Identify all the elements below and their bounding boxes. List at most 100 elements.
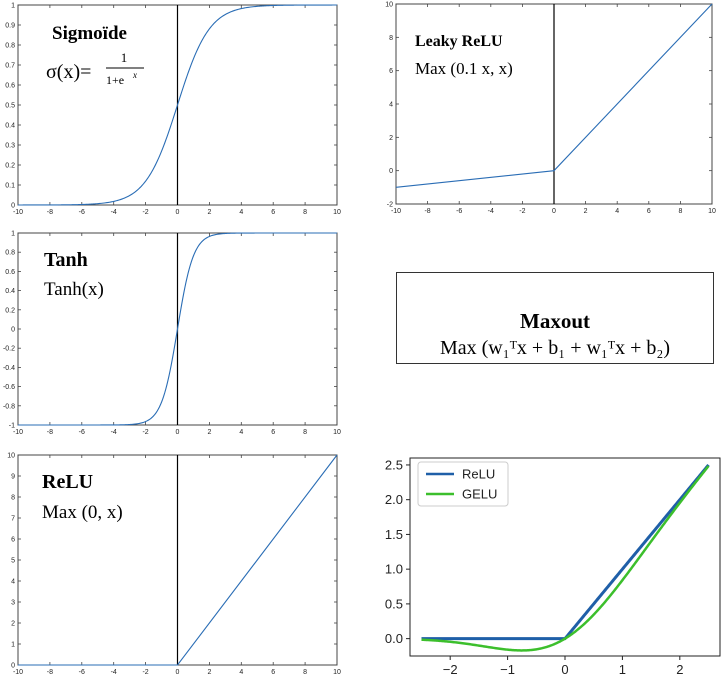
x-tick-label: -8 <box>47 669 53 676</box>
x-tick-label: 2 <box>207 209 211 216</box>
maxout-formula: Max (w₁ᵀx + b₁ + w₁ᵀx + b₂) <box>439 337 671 359</box>
x-tick-label: 6 <box>647 208 651 215</box>
leaky-formula: Max (0.1 x, x) <box>415 59 513 78</box>
x-tick-label: 0 <box>176 429 180 436</box>
maxout-box: Maxout Max (w₁ᵀx + b₁ + w₁ᵀx + b₂) <box>396 272 714 364</box>
x-tick-label: 8 <box>303 209 307 216</box>
y-tick-label: 0 <box>11 663 15 670</box>
y-tick-label: 2 <box>389 135 393 142</box>
relu-curve <box>18 454 338 666</box>
leaky-title: Leaky ReLU <box>415 33 503 50</box>
y-tick-label: 0.2 <box>5 163 15 170</box>
x-tick-label: -6 <box>79 429 85 436</box>
x-tick-label: −1 <box>500 662 515 677</box>
y-tick-label: 2.5 <box>385 457 403 472</box>
x-tick-label: -2 <box>142 209 148 216</box>
y-tick-label: 0.5 <box>385 596 403 611</box>
y-tick-label: 0.4 <box>5 288 15 295</box>
x-tick-label: 8 <box>303 429 307 436</box>
x-tick-label: -4 <box>111 429 117 436</box>
sigmoid-formula-prefix: σ(x)= <box>46 61 91 83</box>
tanh-title: Tanh <box>44 249 88 271</box>
x-tick-label: 2 <box>207 429 211 436</box>
tanh-chart: -10 -8 -6 -4 -2 0 2 4 6 8 10 -1 -0.8 -0.6 -0.4 -0.2 0 0.2… <box>3 231 341 437</box>
y-tick-label: 1.0 <box>385 562 403 577</box>
leaky-relu-chart: -10 -8 -6 -4 -2 0 2 4 6 8 10 -2 0 2 4 6 8 10 Leaky ReLU Max… <box>385 2 716 216</box>
x-tick-label: 4 <box>615 208 619 215</box>
x-tick-label: 6 <box>271 669 275 676</box>
x-tick-label: -2 <box>519 208 525 215</box>
x-tick-label: -6 <box>79 669 85 676</box>
legend: ReLU GELU <box>417 461 509 507</box>
y-tick-label: 7 <box>11 516 15 523</box>
tanh-curve <box>18 232 337 426</box>
legend-label-relu: ReLU <box>462 467 495 482</box>
x-tick-label: -10 <box>13 429 23 436</box>
x-tick-label: -8 <box>47 429 53 436</box>
relu-formula: Max (0, x) <box>42 502 123 523</box>
x-tick-label: 0 <box>176 669 180 676</box>
y-tick-label: 0.5 <box>5 103 15 110</box>
y-tick-label: 10 <box>7 453 15 460</box>
y-tick-label: 6 <box>389 68 393 75</box>
x-tick-label: -6 <box>456 208 462 215</box>
leaky-curve <box>395 3 713 188</box>
tanh-formula: Tanh(x) <box>44 279 104 300</box>
sigmoid-title: Sigmoïde <box>52 23 127 44</box>
x-tick-label: 4 <box>239 669 243 676</box>
x-tick-label: -4 <box>111 209 117 216</box>
sigmoid-formula-exponent: x <box>132 70 137 80</box>
y-tick-label: 10 <box>385 2 393 9</box>
x-tick-label: 2 <box>584 208 588 215</box>
x-tick-label: -8 <box>424 208 430 215</box>
y-tick-label: 0 <box>389 168 393 175</box>
y-tick-label: 0.1 <box>5 183 15 190</box>
y-tick-label: 0 <box>11 203 15 210</box>
y-tick-label: 0.4 <box>5 123 15 130</box>
x-tick-label: -2 <box>142 669 148 676</box>
relu-chart: -10 -8 -6 -4 -2 0 2 4 6 8 10 0 1 2 3 4 5 6 7 8 9 10 ReLU Max (0… <box>7 453 341 677</box>
x-tick-label: 10 <box>333 209 341 216</box>
sigmoid-chart: -10 -8 -6 -4 -2 0 2 4 6 8 10 0 0.1 0.2 0.3 0.4 0.5 0.6 0.7… <box>5 3 341 217</box>
x-tick-label: 0 <box>552 208 556 215</box>
x-tick-label: -4 <box>488 208 494 215</box>
y-tick-label: 3 <box>11 600 15 607</box>
maxout-title: Maxout <box>520 309 590 333</box>
y-tick-label: 0.3 <box>5 143 15 150</box>
x-tick-label: -2 <box>142 429 148 436</box>
x-tick-label: 4 <box>239 209 243 216</box>
x-tick-label: -4 <box>111 669 117 676</box>
y-tick-label: 0.6 <box>5 83 15 90</box>
y-tick-label: 5 <box>11 558 15 565</box>
x-tick-label: 2 <box>207 669 211 676</box>
x-tick-label: 0 <box>561 662 568 677</box>
y-tick-label: -0.8 <box>3 403 15 410</box>
y-tick-label: 2 <box>11 621 15 628</box>
x-tick-label: −2 <box>443 662 458 677</box>
x-tick-label: -6 <box>79 209 85 216</box>
y-tick-label: 8 <box>11 495 15 502</box>
x-tick-label: 2 <box>676 662 683 677</box>
y-tick-label: -2 <box>387 202 393 209</box>
y-tick-label: 0.8 <box>5 250 15 257</box>
legend-label-gelu: GELU <box>462 487 497 502</box>
y-tick-label: 0.6 <box>5 269 15 276</box>
y-tick-label: 1 <box>11 3 15 10</box>
x-tick-label: 0 <box>176 209 180 216</box>
x-tick-label: 1 <box>619 662 626 677</box>
sigmoid-formula-denominator: 1+e <box>106 73 124 87</box>
y-tick-label: 0.0 <box>385 631 403 646</box>
x-tick-label: 10 <box>708 208 716 215</box>
y-tick-label: 4 <box>389 102 393 109</box>
x-tick-label: 10 <box>333 669 341 676</box>
y-tick-label: 4 <box>11 579 15 586</box>
y-tick-label: 0.7 <box>5 63 15 70</box>
y-tick-label: -0.4 <box>3 365 15 372</box>
y-tick-label: 0 <box>11 327 15 334</box>
y-tick-label: 6 <box>11 537 15 544</box>
x-tick-label: 6 <box>271 429 275 436</box>
sigmoid-formula-numerator: 1 <box>121 50 128 65</box>
x-tick-label: -10 <box>391 208 401 215</box>
y-tick-label: 1 <box>11 231 15 238</box>
y-tick-label: -0.2 <box>3 346 15 353</box>
